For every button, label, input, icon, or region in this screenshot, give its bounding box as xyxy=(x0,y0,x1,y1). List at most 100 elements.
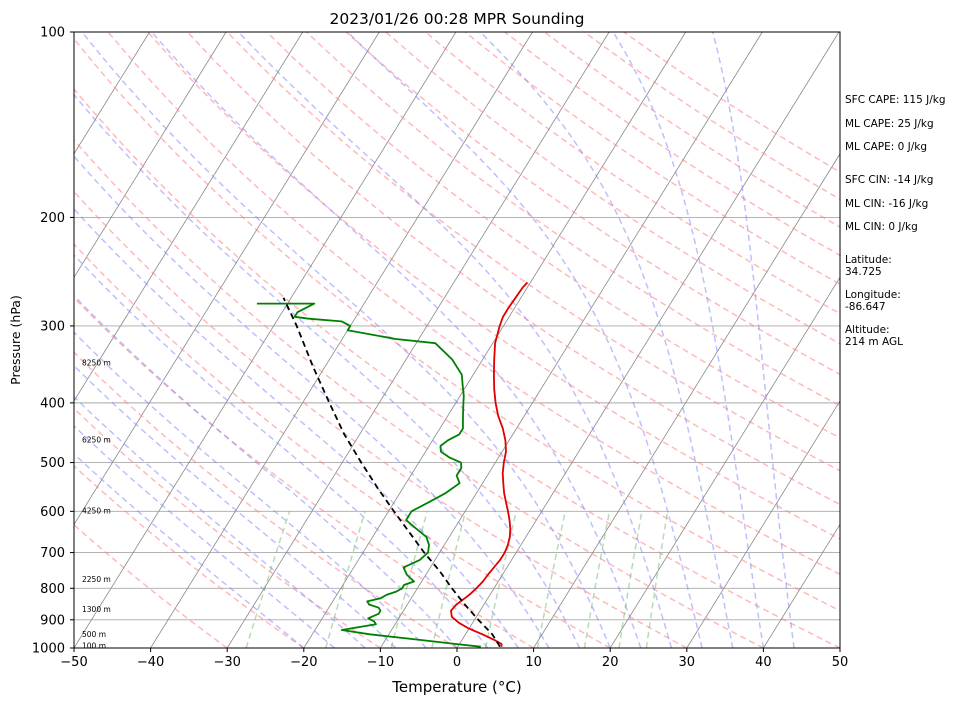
moist-adiabat-line xyxy=(74,155,550,648)
isotherm-line xyxy=(74,32,227,279)
height-label: 4250 m xyxy=(82,506,111,515)
dry-adiabat-line xyxy=(74,523,228,648)
moist-adiabat-line xyxy=(74,331,427,648)
moist-adiabat-line xyxy=(479,32,734,648)
dry-adiabat-line xyxy=(74,138,764,648)
isotherm-line xyxy=(226,32,610,648)
y-tick-label: 100 xyxy=(40,26,65,41)
mixing-ratio-line xyxy=(618,511,643,648)
y-tick-label: 200 xyxy=(40,211,65,226)
isotherm-line xyxy=(380,32,763,648)
isotherm-line xyxy=(74,32,380,526)
mixing-ratio-line xyxy=(645,511,669,648)
latitude-text: Latitude: 34.725 xyxy=(845,254,892,278)
moist-adiabats xyxy=(74,32,795,648)
isotherm-line xyxy=(303,32,687,648)
y-axis-label: Pressure (hPa) xyxy=(8,295,23,385)
longitude-text: Longitude: -86.647 xyxy=(845,289,901,313)
dry-adiabat-line xyxy=(266,32,840,439)
mixing-ratio-lines xyxy=(245,511,669,648)
x-tick-label: 10 xyxy=(525,655,542,670)
altitude-text: Altitude: 214 m AGL xyxy=(845,324,903,348)
y-tick-label: 600 xyxy=(40,505,65,520)
dewpoint-trace xyxy=(256,302,481,648)
y-tick-label: 500 xyxy=(40,456,65,471)
moist-adiabat-line xyxy=(74,253,489,648)
y-tick-label: 1000 xyxy=(32,642,65,657)
moist-adiabat-line xyxy=(81,32,611,648)
moist-adiabat-line xyxy=(151,32,642,648)
x-tick-label: 30 xyxy=(679,655,696,670)
x-axis-ticks: −50 −40 −30 −20 −10 0 10 20 30 40 50 xyxy=(60,648,848,670)
temperature-trace xyxy=(450,281,529,647)
height-label: 2250 m xyxy=(82,575,111,584)
ml-cape-text-2: ML CAPE: 0 J/kg xyxy=(845,141,928,153)
isotherm-line xyxy=(74,32,304,402)
x-tick-label: −40 xyxy=(137,655,164,670)
x-tick-label: −50 xyxy=(60,655,87,670)
x-axis-label: Temperature (°C) xyxy=(391,678,521,696)
dry-adiabats xyxy=(74,32,840,648)
dry-adiabat-line xyxy=(464,32,840,286)
moist-adiabat-line xyxy=(74,424,335,648)
y-axis-ticks: 100 200 300 400 500 600 700 800 900 1000 xyxy=(32,26,74,657)
x-tick-label: 50 xyxy=(832,655,849,670)
isotherm-line xyxy=(74,32,457,648)
sounding-traces xyxy=(256,281,529,648)
dry-adiabat-line xyxy=(345,32,840,376)
dry-adiabat-line xyxy=(186,32,840,506)
dry-adiabat-line xyxy=(74,87,840,648)
parcel-trace xyxy=(282,297,501,648)
sfc-cin-text: SFC CIN: -14 J/kg xyxy=(845,174,934,186)
chart-title: 2023/01/26 00:28 MPR Sounding xyxy=(329,10,584,28)
mixing-ratio-line xyxy=(536,511,567,648)
x-tick-label: −30 xyxy=(213,655,240,670)
moist-adiabat-line xyxy=(74,93,581,648)
x-tick-label: −20 xyxy=(290,655,317,670)
isotherm-line xyxy=(763,523,840,648)
x-tick-label: −10 xyxy=(367,655,394,670)
dry-adiabat-line xyxy=(74,296,534,648)
dry-adiabat-line xyxy=(425,32,840,315)
mixing-ratio-line xyxy=(583,511,611,648)
moist-adiabat-line xyxy=(612,32,765,648)
y-tick-label: 300 xyxy=(40,319,65,334)
dry-adiabat-line xyxy=(74,37,840,612)
y-tick-label: 900 xyxy=(40,613,65,628)
isotherm-line xyxy=(533,153,840,648)
moist-adiabat-line xyxy=(74,364,397,648)
y-tick-label: 700 xyxy=(40,546,65,561)
sfc-cape-text: SFC CAPE: 115 J/kg xyxy=(845,94,946,106)
height-label: 500 m xyxy=(82,630,106,639)
mixing-ratio-line xyxy=(390,511,428,648)
mixing-ratio-line xyxy=(431,511,467,648)
height-label: 100 m xyxy=(82,642,106,651)
isotherm-line xyxy=(609,276,840,648)
isotherm-line xyxy=(456,32,840,648)
isotherm-line xyxy=(74,32,150,155)
dry-adiabat-line xyxy=(74,351,458,648)
moist-adiabat-line xyxy=(711,32,795,648)
plot-area: 100 m 500 m 1300 m 2250 m 4250 m 6250 m 8250 m xyxy=(74,32,840,651)
x-tick-label: 40 xyxy=(755,655,772,670)
x-tick-label: 20 xyxy=(602,655,619,670)
y-tick-label: 400 xyxy=(40,396,65,411)
moist-adiabat-line xyxy=(346,32,703,648)
dry-adiabat-line xyxy=(107,32,840,576)
moist-adiabat-line xyxy=(237,32,673,648)
height-labels: 100 m 500 m 1300 m 2250 m 4250 m 6250 m 8250 m xyxy=(82,358,111,651)
dry-adiabat-line xyxy=(147,32,840,540)
isotherm-line xyxy=(686,400,840,648)
height-label: 6250 m xyxy=(82,435,111,444)
mixing-ratio-line xyxy=(325,511,366,648)
height-label: 1300 m xyxy=(82,605,111,614)
y-tick-label: 800 xyxy=(40,582,65,597)
height-label: 8250 m xyxy=(82,358,111,367)
moist-adiabat-line xyxy=(74,452,305,648)
x-tick-label: 0 xyxy=(453,655,461,670)
ml-cin-text-2: ML CIN: 0 J/kg xyxy=(845,221,918,233)
moist-adiabat-line xyxy=(74,294,458,648)
skewed-isotherms xyxy=(74,32,840,648)
ml-cape-text: ML CAPE: 25 J/kg xyxy=(845,118,934,130)
